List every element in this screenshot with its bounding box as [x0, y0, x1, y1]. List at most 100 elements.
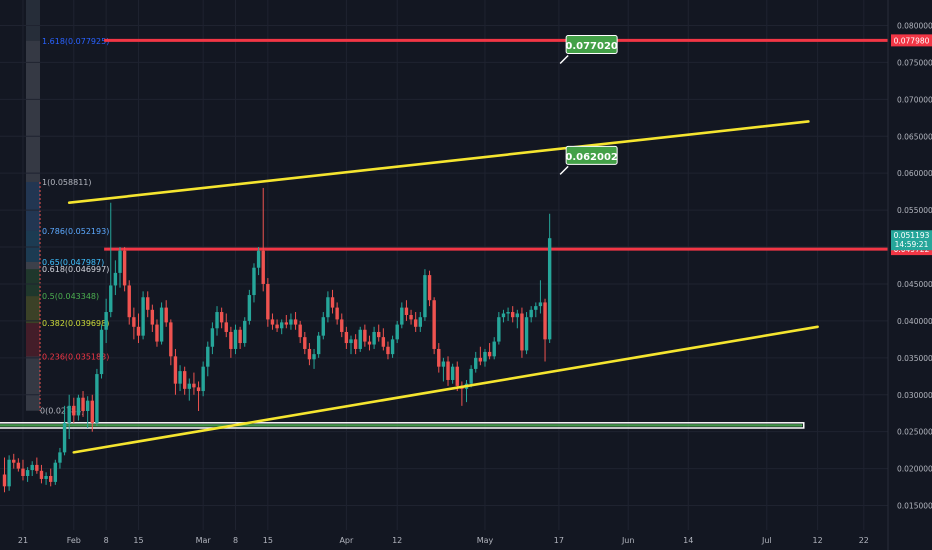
- candle-body: [243, 320, 247, 344]
- candle-body: [275, 324, 279, 329]
- fib-level-label: 0.382(0.039698): [42, 319, 109, 328]
- price-callouts: 0.077020 0.062002: [559, 34, 618, 175]
- candle-body: [2, 474, 7, 487]
- candle: [76, 394, 81, 421]
- price-tick-label: 0.060000: [897, 169, 932, 178]
- support-zone: [0, 422, 805, 429]
- candle-body: [474, 357, 478, 369]
- price-tick-label: 0.035000: [897, 354, 932, 363]
- candle-body: [423, 275, 427, 318]
- candlestick-series: [2, 187, 552, 493]
- candle: [404, 300, 409, 321]
- candle: [224, 313, 228, 338]
- candle: [501, 309, 506, 323]
- time-tick-label: 14: [683, 536, 693, 545]
- candle: [409, 309, 413, 325]
- candle: [182, 366, 187, 395]
- candle: [312, 348, 316, 369]
- candle-body: [76, 397, 81, 416]
- callout-pointer: [559, 165, 569, 175]
- candle-body: [58, 452, 62, 463]
- level-badge-value: 0.077980: [894, 36, 930, 45]
- fib-band: [26, 181, 40, 231]
- candle-body: [210, 328, 215, 347]
- candle: [547, 213, 552, 344]
- candle-body: [62, 422, 67, 453]
- fib-band: [26, 261, 40, 270]
- candle-body: [404, 307, 409, 315]
- candle-body: [219, 312, 224, 323]
- time-axis[interactable]: 21 Feb 8 15 Mar 8 15 Apr 12 May 17 Jun 14 Jul 12 22: [18, 536, 869, 545]
- candle-body: [53, 462, 58, 482]
- candle-body: [104, 312, 108, 330]
- candle-body: [377, 331, 381, 338]
- candle: [127, 280, 131, 325]
- candle-body: [520, 313, 524, 351]
- fib-band: [26, 40, 40, 182]
- time-tick-label: Feb: [67, 536, 81, 545]
- candle-body: [118, 250, 122, 273]
- candle: [303, 331, 307, 355]
- callout-box: [565, 145, 618, 165]
- candle-body: [233, 329, 238, 349]
- candle-body: [132, 317, 136, 327]
- candle-body: [441, 361, 446, 367]
- candle: [219, 307, 224, 329]
- candle: [113, 260, 118, 296]
- horizontal-levels: [104, 38, 888, 251]
- candle-body: [44, 475, 48, 479]
- candle: [284, 314, 289, 329]
- candle-body: [72, 405, 76, 416]
- candle-body: [67, 405, 71, 423]
- candle: [418, 312, 422, 332]
- candle: [136, 313, 141, 344]
- candle: [169, 319, 173, 366]
- candle: [455, 361, 459, 392]
- candle: [49, 468, 53, 487]
- candle-body: [469, 368, 473, 384]
- candle-body: [326, 297, 330, 318]
- candle: [173, 348, 178, 395]
- candle: [58, 447, 62, 469]
- time-tick-label: 22: [859, 536, 869, 545]
- candle-body: [201, 366, 205, 392]
- price-callout: 0.077020: [559, 34, 618, 65]
- candle: [381, 328, 386, 351]
- trend-line: [72, 325, 819, 454]
- candle: [44, 472, 48, 485]
- candle-body: [381, 337, 386, 347]
- candle-body: [122, 250, 127, 286]
- trend-line: [67, 120, 810, 205]
- candle: [316, 331, 321, 358]
- candle-body: [280, 322, 284, 329]
- candle-body: [206, 346, 210, 367]
- candle-body: [487, 351, 492, 357]
- candle: [511, 306, 515, 323]
- candle: [99, 324, 104, 379]
- time-tick-label: Mar: [196, 536, 212, 545]
- candle: [67, 394, 71, 440]
- trend-lines: [67, 120, 819, 454]
- candle-body: [316, 335, 321, 355]
- candle-body: [455, 366, 459, 386]
- candle-body: [35, 464, 39, 471]
- candle-body: [141, 297, 145, 336]
- candle: [478, 346, 483, 366]
- candle: [289, 313, 293, 330]
- level-badge: 0.077980: [891, 34, 932, 47]
- time-tick-label: 15: [133, 536, 143, 545]
- time-tick-label: 8: [104, 536, 109, 545]
- candle-body: [25, 470, 30, 476]
- candle: [30, 461, 34, 476]
- candle-body: [353, 339, 358, 349]
- candle: [16, 458, 21, 472]
- time-tick-label: 15: [263, 536, 273, 545]
- fib-level-label: 0(0.02784): [40, 407, 84, 416]
- fib-retracement-labels: 1.618(0.077925) 1(0.058811) 0.786(0.052193…: [40, 37, 109, 416]
- candle-body: [164, 307, 168, 323]
- fib-level-label: 0.5(0.043348): [42, 292, 99, 301]
- candle: [506, 307, 510, 321]
